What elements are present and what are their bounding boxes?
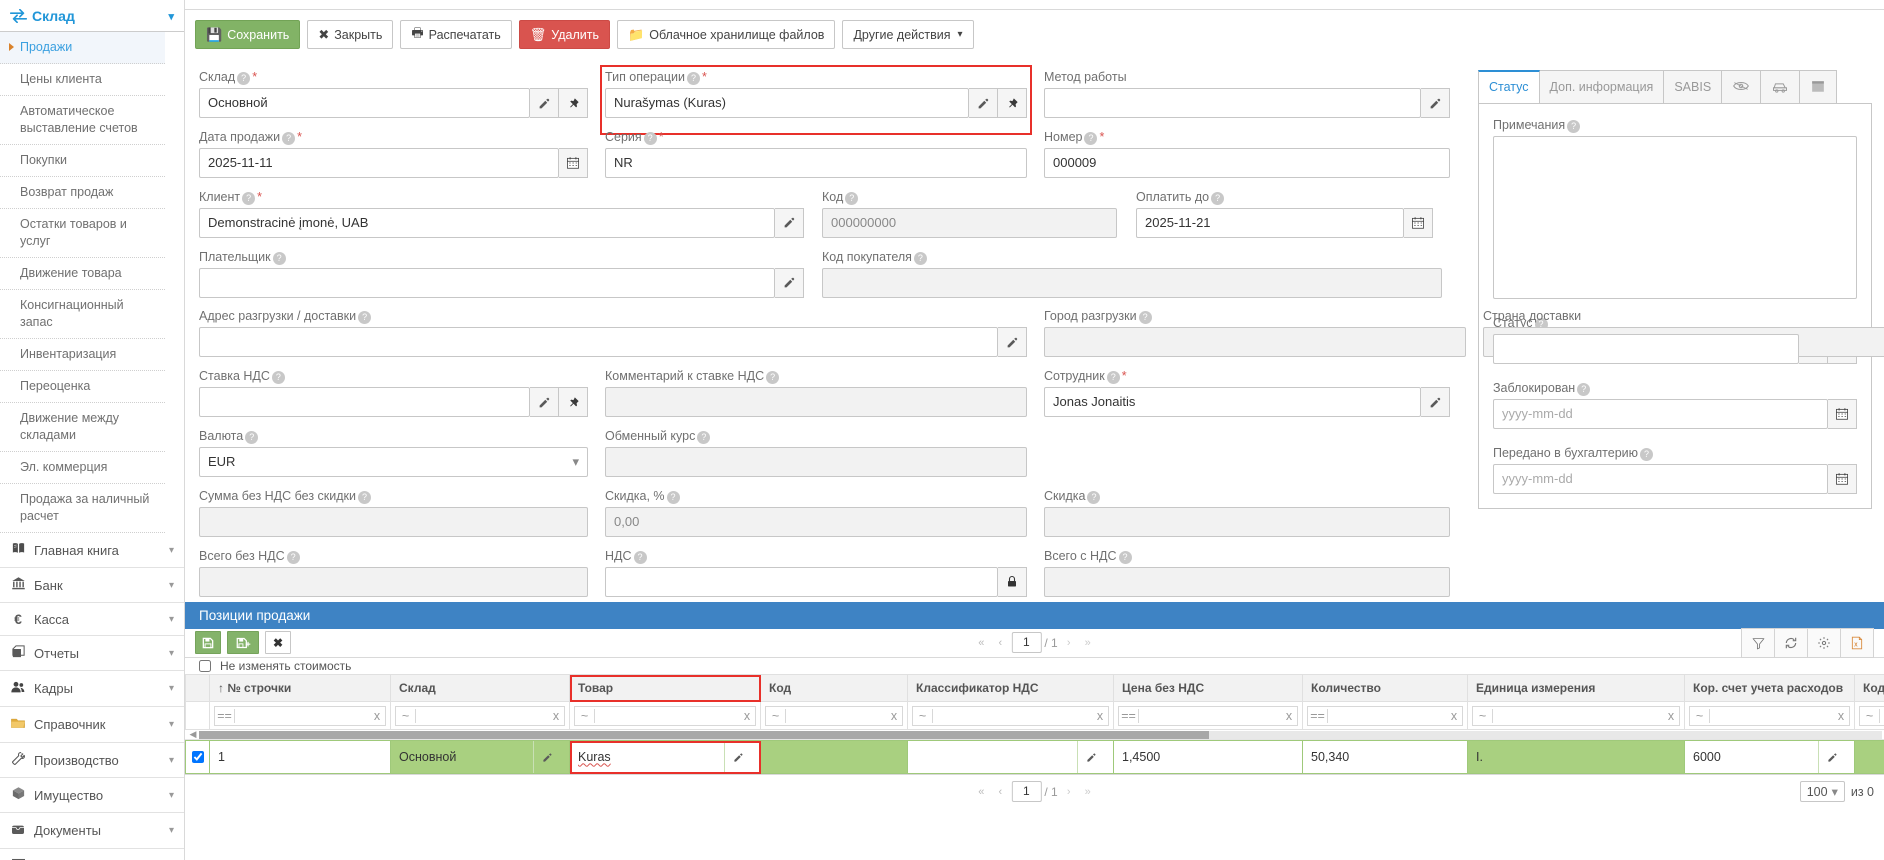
- svg-text:X: X: [1854, 643, 1858, 649]
